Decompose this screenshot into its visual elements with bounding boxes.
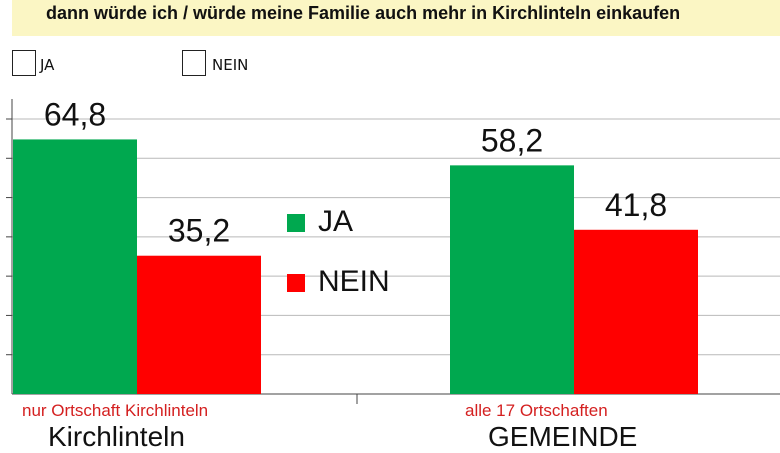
ja-checkbox[interactable]: [12, 50, 36, 76]
data-label-ja-2: 58,2: [481, 122, 543, 158]
category-label-2: alle 17 Ortschaften: [465, 401, 608, 420]
category-label-1: nur Ortschaft Kirchlinteln: [22, 401, 209, 420]
legend-label-nein: NEIN: [318, 265, 390, 298]
data-label-ja-1: 64,8: [44, 96, 106, 132]
bar-nein-1: [137, 255, 261, 394]
bar-ja-2: [450, 165, 574, 394]
group-title-2: GEMEINDE: [488, 421, 638, 452]
legend-swatch-nein: [287, 274, 305, 292]
question-banner: dann würde ich / würde meine Familie auc…: [12, 0, 780, 36]
bar-chart: 64,8 58,2 35,2 41,8: [6, 96, 780, 404]
legend-swatch-ja: [287, 214, 305, 232]
data-label-nein-2: 41,8: [605, 187, 667, 223]
nein-checkbox-label: NEIN: [212, 56, 249, 74]
legend-label-ja: JA: [318, 205, 354, 238]
group-title-1: Kirchlinteln: [48, 421, 185, 452]
bar-nein-2: [574, 229, 698, 394]
bar-ja-1: [13, 139, 137, 394]
nein-checkbox[interactable]: [182, 50, 206, 76]
ja-checkbox-label: JA: [40, 56, 55, 74]
data-label-nein-1: 35,2: [168, 213, 230, 249]
question-text: dann würde ich / würde meine Familie auc…: [46, 2, 681, 23]
